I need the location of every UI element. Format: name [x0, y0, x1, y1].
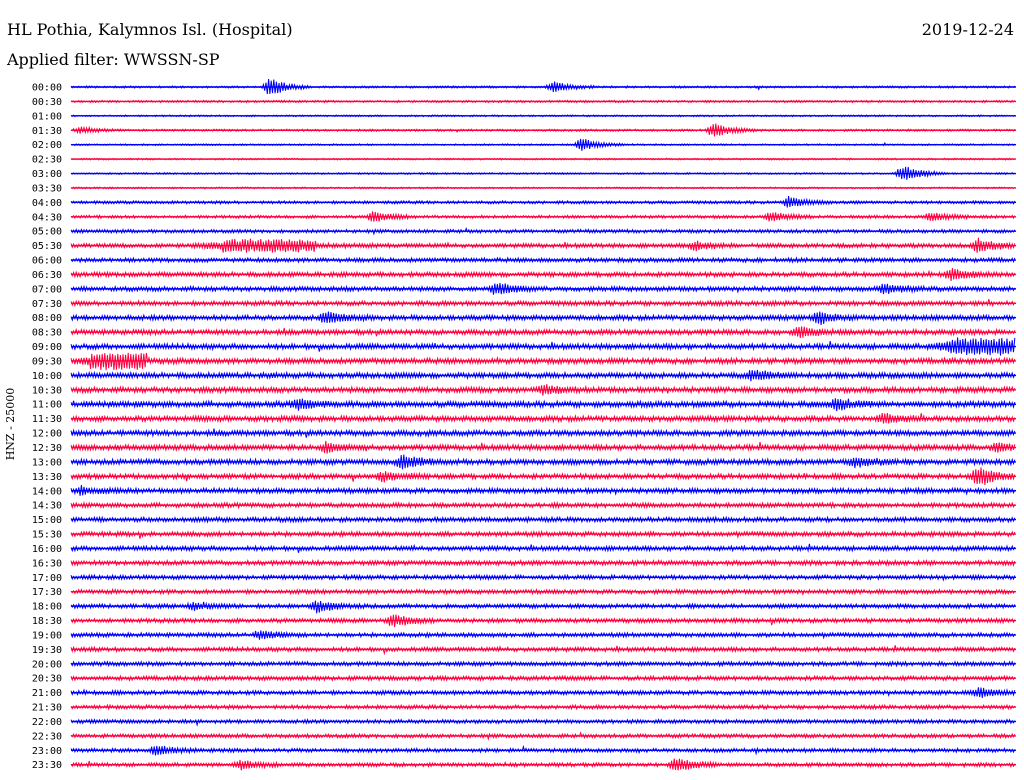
seismic-trace-2330: [70, 758, 1016, 771]
time-tick-label: 14:00: [32, 486, 62, 497]
seismic-trace-0800: [70, 311, 1016, 326]
seismic-traces: [70, 79, 1016, 771]
time-tick-label: 22:00: [32, 717, 62, 728]
seismic-trace-1400: [70, 485, 1016, 496]
time-tick-label: 23:00: [32, 746, 62, 757]
seismic-trace-1600: [70, 543, 1016, 553]
time-tick-label: 23:30: [32, 760, 62, 771]
seismic-trace-2230: [70, 731, 1016, 741]
time-tick-label: 01:30: [32, 126, 62, 137]
seismic-trace-1200: [70, 428, 1016, 438]
seismic-trace-2130: [70, 703, 1016, 711]
seismic-trace-1730: [70, 587, 1016, 597]
seismic-trace-2030: [70, 674, 1016, 682]
seismic-trace-0900: [70, 337, 1016, 356]
time-tick-label: 20:00: [32, 659, 62, 670]
seismic-trace-0500: [70, 226, 1016, 236]
seismic-trace-1800: [70, 600, 1016, 614]
time-tick-label: 17:00: [32, 573, 62, 584]
time-tick-label: 11:00: [32, 400, 62, 411]
seismic-trace-2000: [70, 660, 1016, 668]
time-tick-label: 06:00: [32, 256, 62, 267]
seismic-trace-0730: [70, 298, 1016, 308]
seismic-trace-1700: [70, 573, 1016, 582]
time-tick-label: 08:30: [32, 328, 62, 339]
time-tick-labels: 00:00 00:30 01:00 01:30 02:00 02:30 03:00 03:30…: [32, 83, 62, 772]
time-tick-label: 06:30: [32, 270, 62, 281]
time-tick-label: 13:30: [32, 472, 62, 483]
seismic-trace-1930: [70, 645, 1016, 656]
time-tick-label: 00:30: [32, 97, 62, 108]
seismic-trace-2200: [70, 718, 1016, 727]
time-tick-label: 09:30: [32, 356, 62, 367]
time-tick-label: 10:00: [32, 371, 62, 382]
seismic-trace-1000: [70, 369, 1016, 382]
seismic-trace-1130: [70, 413, 1016, 424]
station-title: HL Pothia, Kalymnos Isl. (Hospital): [7, 20, 293, 39]
seismic-trace-1030: [70, 384, 1016, 396]
time-tick-label: 10:30: [32, 385, 62, 396]
seismic-trace-1500: [70, 515, 1016, 524]
seismic-trace-0930: [70, 352, 1016, 371]
plot-date: 2019-12-24: [921, 20, 1014, 39]
seismic-trace-1330: [70, 467, 1016, 486]
time-tick-label: 03:00: [32, 169, 62, 180]
seismic-trace-0700: [70, 282, 1016, 295]
time-tick-label: 01:00: [32, 111, 62, 122]
time-tick-label: 02:30: [32, 155, 62, 166]
seismic-trace-1100: [70, 398, 1016, 412]
seismic-trace-1530: [70, 529, 1016, 539]
time-tick-label: 16:30: [32, 558, 62, 569]
time-tick-label: 05:00: [32, 227, 62, 238]
time-tick-label: 18:30: [32, 616, 62, 627]
seismic-trace-0530: [70, 237, 1016, 253]
time-tick-label: 14:30: [32, 501, 62, 512]
time-tick-label: 12:00: [32, 429, 62, 440]
time-tick-label: 15:30: [32, 530, 62, 541]
seismic-trace-2300: [70, 744, 1016, 756]
seismic-trace-0830: [70, 326, 1016, 339]
seismic-trace-0630: [70, 267, 1016, 281]
seismic-trace-2100: [70, 687, 1016, 698]
filter-label: Applied filter: WWSSN-SP: [7, 50, 220, 69]
time-tick-label: 17:30: [32, 587, 62, 598]
seismic-trace-1630: [70, 558, 1016, 568]
seismic-trace-1900: [70, 630, 1016, 640]
time-tick-label: 13:00: [32, 457, 62, 468]
time-tick-label: 19:00: [32, 630, 62, 641]
time-tick-label: 21:30: [32, 703, 62, 714]
time-tick-label: 20:30: [32, 674, 62, 685]
time-tick-label: 12:30: [32, 443, 62, 454]
time-tick-label: 18:00: [32, 602, 62, 613]
time-tick-label: 11:30: [32, 414, 62, 425]
time-tick-label: 00:00: [32, 83, 62, 94]
time-tick-label: 03:30: [32, 183, 62, 194]
seismic-trace-1430: [70, 500, 1016, 510]
time-tick-label: 02:00: [32, 140, 62, 151]
time-tick-label: 16:00: [32, 544, 62, 555]
seismic-trace-1300: [70, 454, 1016, 470]
time-tick-label: 15:00: [32, 515, 62, 526]
seismic-trace-1830: [70, 614, 1016, 628]
time-tick-label: 07:00: [32, 284, 62, 295]
time-tick-label: 07:30: [32, 299, 62, 310]
seismic-trace-0600: [70, 256, 1016, 264]
time-tick-label: 08:00: [32, 313, 62, 324]
time-tick-label: 04:00: [32, 198, 62, 209]
time-tick-label: 21:00: [32, 688, 62, 699]
time-tick-label: 19:30: [32, 645, 62, 656]
seismic-trace-0400: [70, 195, 1016, 208]
time-tick-label: 09:00: [32, 342, 62, 353]
time-tick-label: 05:30: [32, 241, 62, 252]
time-tick-label: 04:30: [32, 212, 62, 223]
seismic-trace-1230: [70, 440, 1016, 454]
time-tick-label: 22:30: [32, 731, 62, 742]
